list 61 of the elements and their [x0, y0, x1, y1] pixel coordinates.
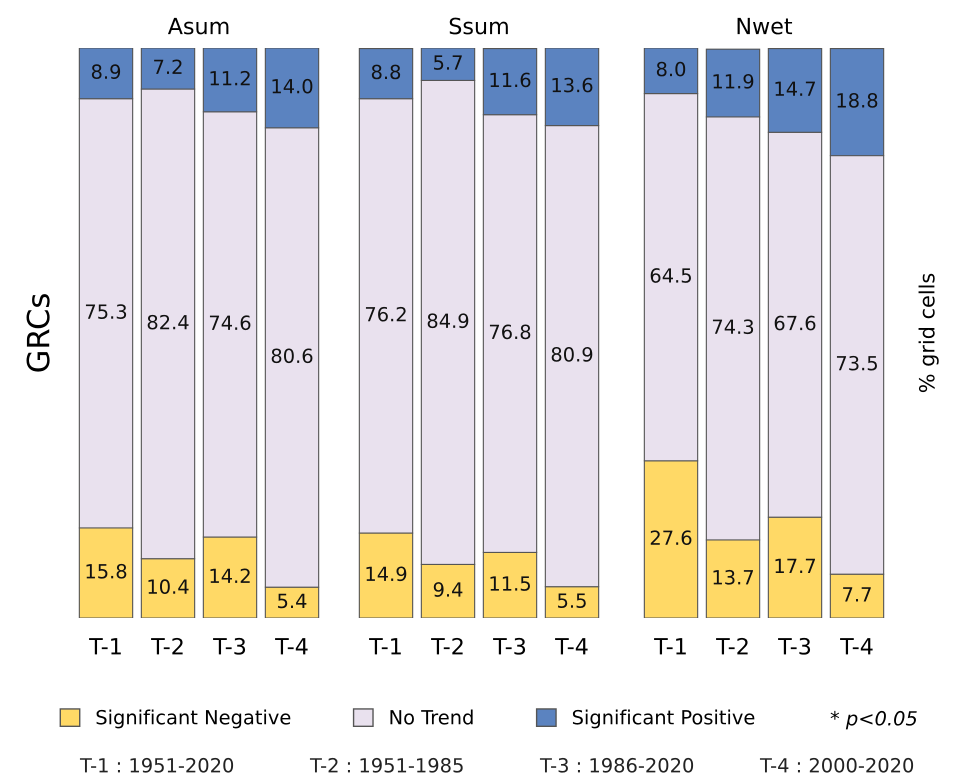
x-tick-label: T-2	[151, 638, 183, 654]
data-label: 8.9	[92, 64, 120, 80]
data-label: 17.7	[775, 558, 815, 573]
data-label: 11.6	[490, 72, 530, 88]
text: * p<0.05	[830, 710, 917, 730]
data-label: 84.9	[428, 313, 468, 328]
data-label: 11.5	[490, 576, 530, 591]
x-tick-label: T-1	[369, 638, 401, 654]
data-label: 14.0	[272, 78, 312, 94]
chart-title: Asum	[168, 18, 228, 34]
data-label: 9.4	[434, 582, 462, 597]
x-tick-label: T-2	[431, 638, 463, 654]
text: T-3 : 1986-2020	[540, 758, 694, 773]
x-tick-label: T-3	[213, 638, 246, 655]
data-label: 18.8	[837, 93, 878, 108]
data-label: 14.9	[366, 566, 406, 582]
x-tick-label: T-1	[89, 638, 121, 654]
data-label: 80.9	[552, 347, 592, 362]
data-label: 15.8	[86, 564, 126, 579]
x-tick-label: T-3	[493, 638, 526, 655]
data-label: 76.2	[366, 306, 406, 322]
x-tick-label: T-3	[778, 638, 810, 655]
x-tick-label: T-4	[555, 638, 588, 654]
data-label: 14.2	[210, 568, 250, 583]
data-label: 73.5	[836, 356, 877, 371]
y-axis-title: GRCs	[26, 294, 50, 372]
chart-title: Nwet	[738, 18, 792, 34]
data-label: 5.7	[434, 55, 462, 70]
data-label: 11.2	[210, 70, 250, 86]
chart-title: Ssum	[450, 18, 508, 34]
data-label: 5.5	[558, 594, 586, 608]
x-tick-label: T-4	[840, 638, 873, 654]
data-label: 64.5	[650, 268, 691, 283]
data-label: 11.9	[713, 74, 754, 89]
data-label: 80.6	[272, 348, 312, 364]
data-label: 8.0	[656, 62, 686, 76]
data-label: 74.6	[210, 315, 250, 330]
data-label: 7.2	[154, 59, 182, 74]
data-label: 7.7	[843, 587, 871, 602]
text: T-2 : 1951-1985	[310, 758, 463, 773]
data-label: 8.8	[372, 64, 400, 80]
data-label: 5.4	[278, 594, 306, 608]
legend-label: Significant Positive	[572, 710, 754, 728]
legend-label: No Trend	[390, 710, 473, 725]
data-label: 14.7	[775, 82, 815, 96]
text: T-4 : 2000-2020	[760, 758, 914, 773]
data-label: 74.3	[712, 319, 754, 334]
data-label: 75.3	[86, 304, 126, 319]
data-label: 82.4	[148, 314, 189, 330]
data-label: 27.6	[650, 530, 692, 546]
x-tick-label: T-1	[654, 638, 686, 654]
x-tick-label: T-4	[275, 638, 308, 654]
data-label: 76.8	[490, 324, 530, 340]
x-tick-label: T-2	[716, 638, 748, 654]
data-label: 67.6	[774, 316, 816, 330]
legend-label: Significant Negative	[96, 710, 290, 728]
y2-axis-title: % grid cells	[918, 274, 939, 392]
data-label: 10.4	[148, 579, 189, 594]
data-label: 13.7	[713, 570, 753, 585]
data-label: 13.6	[552, 78, 592, 92]
text: T-1 : 1951-2020	[80, 758, 234, 773]
